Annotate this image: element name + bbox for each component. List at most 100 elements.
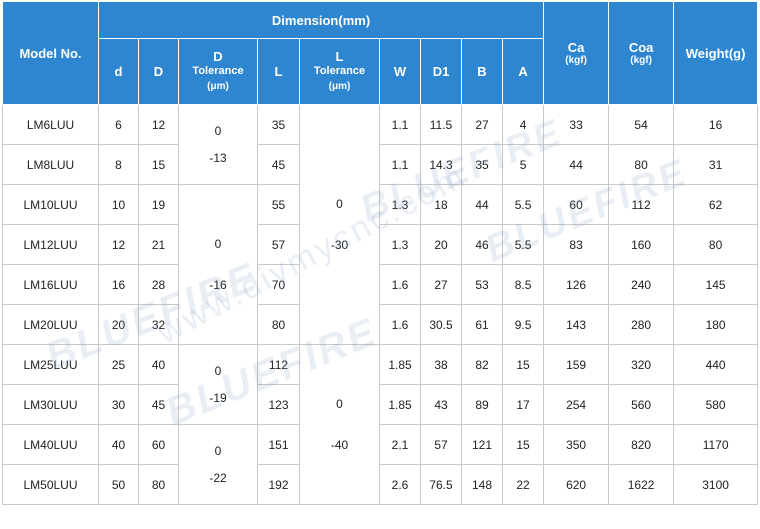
table-row: LM25LUU 25 40 0 -19 112 0 -40 1.85 38 82 15 159 320 44… <box>2 344 759 505</box>
cell-W: 1.3 <box>379 184 421 225</box>
cell-L: 151 <box>257 424 300 465</box>
cell-D: 12 <box>138 104 179 145</box>
cell-weight: 440 <box>673 344 759 385</box>
table-row: LM30LUU 30 45 123 1.85 43 89 17 254 560 580 <box>2 384 759 425</box>
cell-A: 15 <box>501 344 545 385</box>
tolerance-lower: -16 <box>209 277 227 292</box>
cell-coa: 240 <box>608 264 675 305</box>
cell-model: LM20LUU <box>2 304 99 345</box>
cell-l-tolerance: 0 -30 <box>299 104 380 345</box>
header-coa: Coa (kgf) <box>608 1 675 105</box>
cell-W: 1.1 <box>379 104 421 145</box>
tolerance-upper: 0 <box>214 236 222 251</box>
cell-ca: 620 <box>543 464 610 505</box>
cell-model: LM40LUU <box>2 424 99 465</box>
spec-table: Model No. Dimension(mm) Ca (kgf) Coa (kgf)… <box>2 1 759 505</box>
cell-B: 148 <box>461 464 503 505</box>
cell-D1: 27 <box>420 264 462 305</box>
tolerance-upper: 0 <box>336 396 343 411</box>
cell-model: LM6LUU <box>2 104 99 145</box>
cell-A: 22 <box>501 464 545 505</box>
cell-D: 28 <box>138 264 179 305</box>
cell-W: 2.6 <box>379 464 421 505</box>
table-row: LM12LUU 12 21 57 1.3 20 46 5.5 83 160 80 <box>2 224 759 265</box>
cell-weight: 1170 <box>673 424 759 465</box>
cell-W: 1.6 <box>379 304 421 345</box>
cell-weight: 580 <box>673 384 759 425</box>
cell-ca: 83 <box>543 224 610 265</box>
tolerance-lower: -13 <box>209 150 227 165</box>
cell-coa: 112 <box>608 184 675 225</box>
cell-D: 21 <box>138 224 179 265</box>
cell-L: 80 <box>257 304 300 345</box>
cell-ca: 143 <box>543 304 610 345</box>
cell-L: 55 <box>257 184 300 225</box>
cell-L: 112 <box>257 344 300 385</box>
cell-d-tolerance: 0 -13 <box>178 104 258 185</box>
header-weight: Weight(g) <box>673 1 759 105</box>
cell-d: 16 <box>98 264 139 305</box>
cell-d: 6 <box>98 104 139 145</box>
cell-weight: 80 <box>673 224 759 265</box>
cell-A: 5.5 <box>501 184 545 225</box>
header-D1: D1 <box>420 38 462 105</box>
table-row: LM16LUU 16 28 70 1.6 27 53 8.5 126 240 145 <box>2 264 759 305</box>
cell-d: 30 <box>98 384 139 425</box>
cell-d: 20 <box>98 304 139 345</box>
header-dimension: Dimension(mm) <box>97 1 545 39</box>
cell-model: LM50LUU <box>2 464 99 505</box>
header-D: D <box>138 38 179 105</box>
cell-d: 10 <box>98 184 139 225</box>
cell-W: 1.6 <box>379 264 421 305</box>
header-ca: Ca (kgf) <box>543 1 610 105</box>
cell-weight: 3100 <box>673 464 759 505</box>
header-model-no: Model No. <box>2 1 99 105</box>
cell-W: 1.1 <box>379 144 421 185</box>
table-row: LM10LUU 10 19 0 -16 55 1.3 18 44 5.5 60 112 62 <box>2 184 759 345</box>
cell-D: 15 <box>138 144 179 185</box>
cell-W: 1.85 <box>379 384 421 425</box>
cell-D: 40 <box>138 344 179 385</box>
cell-ca: 44 <box>543 144 610 185</box>
cell-coa: 160 <box>608 224 675 265</box>
cell-d: 40 <box>98 424 139 465</box>
cell-W: 1.85 <box>379 344 421 385</box>
cell-B: 121 <box>461 424 503 465</box>
cell-B: 82 <box>461 344 503 385</box>
cell-A: 4 <box>501 104 545 145</box>
cell-weight: 62 <box>673 184 759 225</box>
cell-d: 50 <box>98 464 139 505</box>
header-A: A <box>501 38 545 105</box>
cell-coa: 320 <box>608 344 675 385</box>
cell-ca: 350 <box>543 424 610 465</box>
header-L: L <box>257 38 300 105</box>
header-W: W <box>379 38 421 105</box>
cell-A: 8.5 <box>501 264 545 305</box>
cell-W: 1.3 <box>379 224 421 265</box>
cell-d: 8 <box>98 144 139 185</box>
cell-D1: 11.5 <box>420 104 462 145</box>
header-B: B <box>461 38 503 105</box>
cell-model: LM10LUU <box>2 184 99 225</box>
cell-coa: 80 <box>608 144 675 185</box>
tolerance-upper: 0 <box>214 443 222 458</box>
cell-L: 123 <box>257 384 300 425</box>
cell-d: 12 <box>98 224 139 265</box>
cell-D1: 38 <box>420 344 462 385</box>
cell-weight: 16 <box>673 104 759 145</box>
cell-model: LM16LUU <box>2 264 99 305</box>
header-d-tolerance: D Tolerance (μm) <box>178 38 258 105</box>
cell-L: 57 <box>257 224 300 265</box>
cell-ca: 60 <box>543 184 610 225</box>
cell-D1: 43 <box>420 384 462 425</box>
cell-d-tolerance: 0 -16 <box>178 184 258 345</box>
cell-weight: 31 <box>673 144 759 185</box>
cell-B: 27 <box>461 104 503 145</box>
table-row: LM40LUU 40 60 0 -22 151 2.1 57 121 15 350 820 1170 <box>2 424 759 505</box>
tolerance-upper: 0 <box>214 363 222 378</box>
cell-l-tolerance: 0 -40 <box>299 344 380 505</box>
cell-L: 45 <box>257 144 300 185</box>
cell-ca: 254 <box>543 384 610 425</box>
table-row: LM6LUU 6 12 0 -13 35 0 -30 1.1 11.5 27 4 33 54 16 <box>2 104 759 345</box>
cell-D: 80 <box>138 464 179 505</box>
